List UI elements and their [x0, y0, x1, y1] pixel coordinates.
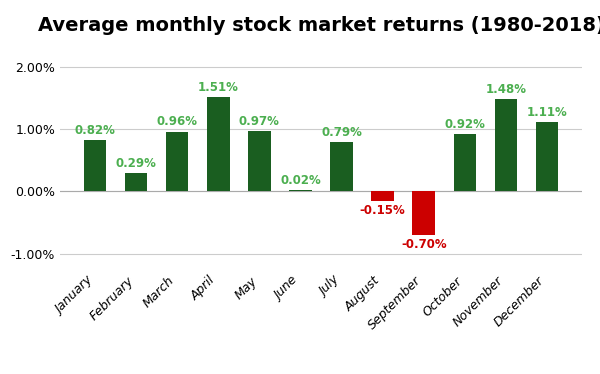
- Bar: [454, 134, 476, 191]
- Bar: [166, 132, 188, 191]
- Text: 0.92%: 0.92%: [445, 118, 485, 131]
- Bar: [536, 122, 558, 191]
- Text: 0.02%: 0.02%: [280, 174, 321, 187]
- Bar: [125, 173, 148, 191]
- Text: 1.48%: 1.48%: [485, 83, 526, 96]
- Text: 1.51%: 1.51%: [198, 81, 239, 94]
- Text: -0.15%: -0.15%: [360, 204, 406, 217]
- Text: 0.79%: 0.79%: [321, 126, 362, 139]
- Bar: [412, 191, 435, 235]
- Text: -0.70%: -0.70%: [401, 238, 446, 251]
- Text: 1.11%: 1.11%: [527, 106, 568, 119]
- Text: 0.82%: 0.82%: [74, 124, 115, 137]
- Bar: [494, 99, 517, 191]
- Text: 0.29%: 0.29%: [116, 157, 157, 170]
- Bar: [84, 140, 106, 191]
- Title: Average monthly stock market returns (1980-2018): Average monthly stock market returns (19…: [38, 16, 600, 35]
- Text: 0.96%: 0.96%: [157, 116, 197, 128]
- Bar: [371, 191, 394, 201]
- Bar: [289, 190, 312, 191]
- Bar: [207, 97, 230, 191]
- Bar: [248, 131, 271, 191]
- Text: 0.97%: 0.97%: [239, 115, 280, 128]
- Bar: [330, 142, 353, 191]
